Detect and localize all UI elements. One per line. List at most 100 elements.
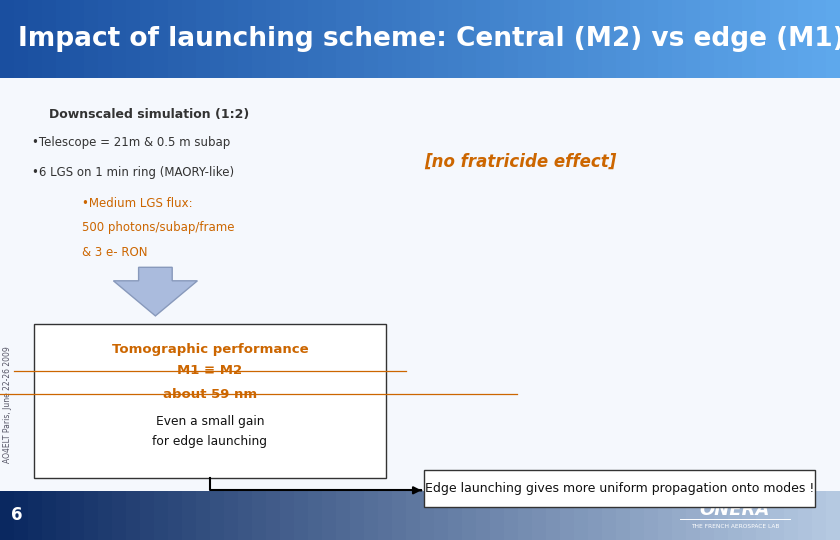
Bar	[210, 491, 224, 540]
Bar	[770, 0, 784, 78]
Bar	[784, 491, 798, 540]
Bar	[756, 491, 770, 540]
Bar	[28, 491, 42, 540]
Bar	[56, 0, 70, 78]
Bar	[504, 491, 518, 540]
FancyBboxPatch shape	[424, 470, 815, 507]
Bar	[126, 491, 140, 540]
Bar	[224, 0, 238, 78]
Bar	[364, 491, 378, 540]
Bar	[182, 0, 196, 78]
Bar	[196, 491, 210, 540]
Bar	[574, 0, 588, 78]
Text: •Telescope = 21m & 0.5 m subap: •Telescope = 21m & 0.5 m subap	[32, 136, 230, 149]
Bar	[378, 0, 392, 78]
Bar	[742, 0, 756, 78]
Bar	[98, 491, 112, 540]
Bar	[518, 491, 532, 540]
Bar	[602, 0, 616, 78]
Bar	[392, 0, 406, 78]
Bar	[0, 0, 14, 78]
Bar	[798, 491, 812, 540]
Text: ONERA: ONERA	[700, 501, 770, 519]
Bar	[196, 0, 210, 78]
Bar	[252, 491, 266, 540]
Bar	[364, 0, 378, 78]
Bar	[112, 0, 126, 78]
Bar	[546, 491, 560, 540]
Bar	[280, 491, 294, 540]
Bar	[644, 491, 658, 540]
Bar	[826, 0, 840, 78]
Bar	[644, 0, 658, 78]
Bar	[602, 491, 616, 540]
Bar	[14, 0, 28, 78]
Bar	[434, 491, 448, 540]
Text: Impact of launching scheme: Central (M2) vs edge (M1): Impact of launching scheme: Central (M2)…	[18, 26, 840, 52]
Bar	[70, 0, 84, 78]
Bar	[448, 0, 462, 78]
Bar	[700, 0, 714, 78]
Bar	[42, 0, 56, 78]
Bar	[322, 0, 336, 78]
Bar	[812, 491, 826, 540]
Text: THE FRENCH AEROSPACE LAB: THE FRENCH AEROSPACE LAB	[690, 524, 780, 529]
Bar	[126, 0, 140, 78]
Bar	[658, 491, 672, 540]
Bar	[308, 0, 322, 78]
Bar	[238, 0, 252, 78]
Text: Edge launching gives more uniform propagation onto modes !: Edge launching gives more uniform propag…	[425, 482, 814, 495]
Text: Even a small gain: Even a small gain	[155, 415, 265, 428]
Bar	[588, 491, 602, 540]
Bar	[742, 491, 756, 540]
Bar	[574, 491, 588, 540]
Text: AO4ELT Paris, June 22-26 2009: AO4ELT Paris, June 22-26 2009	[3, 347, 12, 463]
Bar	[658, 0, 672, 78]
Bar	[798, 0, 812, 78]
Bar	[168, 491, 182, 540]
Bar	[0, 491, 14, 540]
Bar	[588, 0, 602, 78]
Bar	[140, 0, 154, 78]
Bar	[728, 491, 742, 540]
Bar	[84, 491, 98, 540]
Bar	[98, 0, 112, 78]
Bar	[210, 0, 224, 78]
Bar	[672, 0, 686, 78]
Text: •6 LGS on 1 min ring (MAORY-like): •6 LGS on 1 min ring (MAORY-like)	[32, 166, 234, 179]
Bar	[406, 491, 420, 540]
Bar	[182, 491, 196, 540]
Bar	[518, 0, 532, 78]
Bar	[238, 491, 252, 540]
Bar	[770, 491, 784, 540]
Bar	[546, 0, 560, 78]
Bar	[14, 491, 28, 540]
Bar	[168, 0, 182, 78]
Text: 6: 6	[11, 506, 23, 524]
Bar	[378, 491, 392, 540]
Bar	[350, 491, 364, 540]
Bar	[224, 491, 238, 540]
Bar	[266, 491, 280, 540]
Bar	[476, 491, 490, 540]
Bar	[392, 491, 406, 540]
Bar	[686, 0, 700, 78]
Bar	[616, 0, 630, 78]
Text: Downscaled simulation (1:2): Downscaled simulation (1:2)	[50, 108, 249, 121]
Bar	[28, 0, 42, 78]
Bar	[784, 0, 798, 78]
Bar	[252, 0, 266, 78]
Bar	[714, 491, 728, 540]
Text: [no fratricide effect]: [no fratricide effect]	[424, 153, 617, 171]
Bar	[154, 491, 168, 540]
Text: 500 photons/subap/frame: 500 photons/subap/frame	[82, 221, 235, 234]
Bar	[490, 0, 504, 78]
Text: Tomographic performance: Tomographic performance	[112, 343, 308, 356]
Text: & 3 e- RON: & 3 e- RON	[82, 246, 148, 259]
Bar	[756, 0, 770, 78]
Bar	[434, 0, 448, 78]
Bar	[350, 0, 364, 78]
Text: •Medium LGS flux:: •Medium LGS flux:	[82, 197, 193, 210]
Text: M1 ≡ M2: M1 ≡ M2	[177, 364, 243, 377]
Bar	[84, 0, 98, 78]
